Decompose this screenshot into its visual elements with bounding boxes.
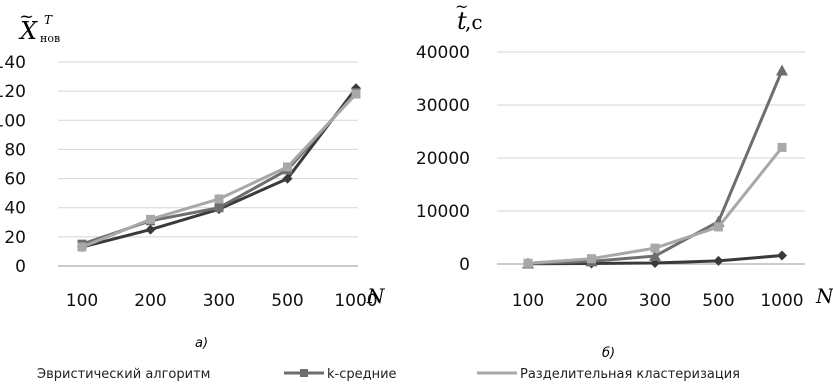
y-tick-label-3: 60 — [4, 170, 26, 190]
chart-a-grid — [58, 61, 358, 267]
point-2-4 — [777, 142, 787, 152]
series-line-1 — [527, 69, 784, 265]
legend-item-heuristic: Эвристический алгоритм — [37, 367, 210, 382]
chart-a-panel-label: а) — [195, 336, 208, 351]
legend: Эвристический алгоритм k-средние Раздели… — [37, 367, 740, 382]
series-0 — [77, 83, 361, 253]
series-line-0 — [81, 87, 358, 249]
chart-b-x-ticks: 100 200 300 500 1000 — [512, 291, 804, 311]
chart-a-x-ticks: 100 200 300 500 1000 — [66, 291, 378, 311]
point-2-1 — [146, 214, 155, 224]
point-0-3 — [282, 173, 293, 184]
chart-a-series — [77, 83, 361, 253]
y-tick-label-5: 100 — [0, 111, 26, 131]
y-tick-label-6: 120 — [0, 82, 26, 102]
point-2-3 — [283, 162, 292, 172]
chart-b-ylabel-tilde: ~ — [455, 0, 468, 16]
y-tick-label-3: 30000 — [416, 96, 470, 116]
x-tick-label-0: 100 — [512, 291, 544, 311]
y-tick-label-2: 20000 — [416, 149, 470, 169]
x-tick-label-2: 300 — [639, 291, 671, 311]
x-tick-label-4: 1000 — [760, 291, 803, 311]
y-tick-label-2: 40 — [4, 199, 26, 219]
chart-b-xlabel: N — [815, 284, 833, 308]
chart-a-title: X ~ T нов — [18, 6, 60, 45]
point-2-2 — [650, 243, 660, 253]
chart-a-xlabel: N — [366, 284, 386, 308]
series-line-2 — [81, 93, 358, 249]
legend-label-divisive: Разделительная кластеризация — [520, 367, 740, 382]
point-2-4 — [351, 89, 361, 99]
point-1-2 — [649, 250, 661, 262]
legend-label-heuristic: Эвристический алгоритм — [37, 367, 210, 382]
chart-a-ylabel-tilde: ~ — [19, 6, 34, 27]
point-2-0 — [77, 242, 87, 252]
y-tick-label-0: 0 — [15, 257, 26, 277]
chart-a-ylabel-superscript: T — [44, 13, 53, 27]
chart-b: t ~ ,с 0 10000 20000 30000 40000 100 200 300 50… — [416, 0, 833, 361]
x-tick-label-2: 300 — [203, 291, 235, 311]
point-0-3 — [713, 255, 724, 266]
legend-label-kmeans: k-средние — [327, 367, 397, 382]
y-tick-label-4: 80 — [4, 140, 26, 160]
chart-b-title: t ~ ,с — [455, 0, 483, 35]
x-tick-label-1: 200 — [134, 291, 166, 311]
chart-a-ylabel-symbol: X — [18, 17, 38, 45]
chart-a-ylabel-subscript: нов — [40, 32, 60, 45]
point-0-4 — [777, 250, 787, 261]
legend-item-divisive: Разделительная кластеризация — [477, 367, 740, 382]
series-line-1 — [81, 91, 358, 246]
y-tick-label-1: 10000 — [416, 202, 470, 222]
chart-a: X ~ T нов 0 20 40 60 80 100 120 140 100 200 300 50… — [0, 6, 386, 351]
series-2 — [523, 142, 787, 268]
chart-b-grid — [497, 51, 805, 265]
x-tick-label-3: 500 — [702, 291, 734, 311]
point-2-2 — [214, 194, 224, 204]
x-tick-label-1: 200 — [575, 291, 607, 311]
point-2-1 — [587, 254, 596, 264]
chart-b-series — [522, 64, 788, 269]
chart-a-y-ticks: 0 20 40 60 80 100 120 140 — [0, 53, 26, 277]
x-tick-label-4: 1000 — [334, 291, 377, 311]
x-tick-label-3: 500 — [271, 291, 303, 311]
legend-item-kmeans: k-средние — [284, 367, 397, 382]
y-tick-label-4: 40000 — [416, 43, 470, 63]
point-1-2 — [214, 203, 224, 213]
y-tick-label-1: 20 — [4, 228, 26, 248]
point-2-0 — [523, 258, 533, 268]
point-2-3 — [714, 222, 723, 232]
chart-b-y-ticks: 0 10000 20000 30000 40000 — [416, 43, 470, 275]
y-tick-label-7: 140 — [0, 53, 26, 73]
series-2 — [77, 89, 361, 252]
chart-b-ylabel-symbol: t — [457, 7, 467, 35]
x-tick-label-0: 100 — [66, 291, 98, 311]
chart-b-panel-label: б) — [602, 346, 615, 361]
point-1-4 — [776, 64, 788, 76]
legend-marker-kmeans — [300, 369, 308, 377]
series-1 — [522, 64, 788, 269]
point-0-1 — [145, 224, 156, 235]
series-1 — [77, 88, 361, 249]
chart-b-ylabel-unit: ,с — [465, 10, 483, 34]
y-tick-label-0: 0 — [459, 255, 470, 275]
